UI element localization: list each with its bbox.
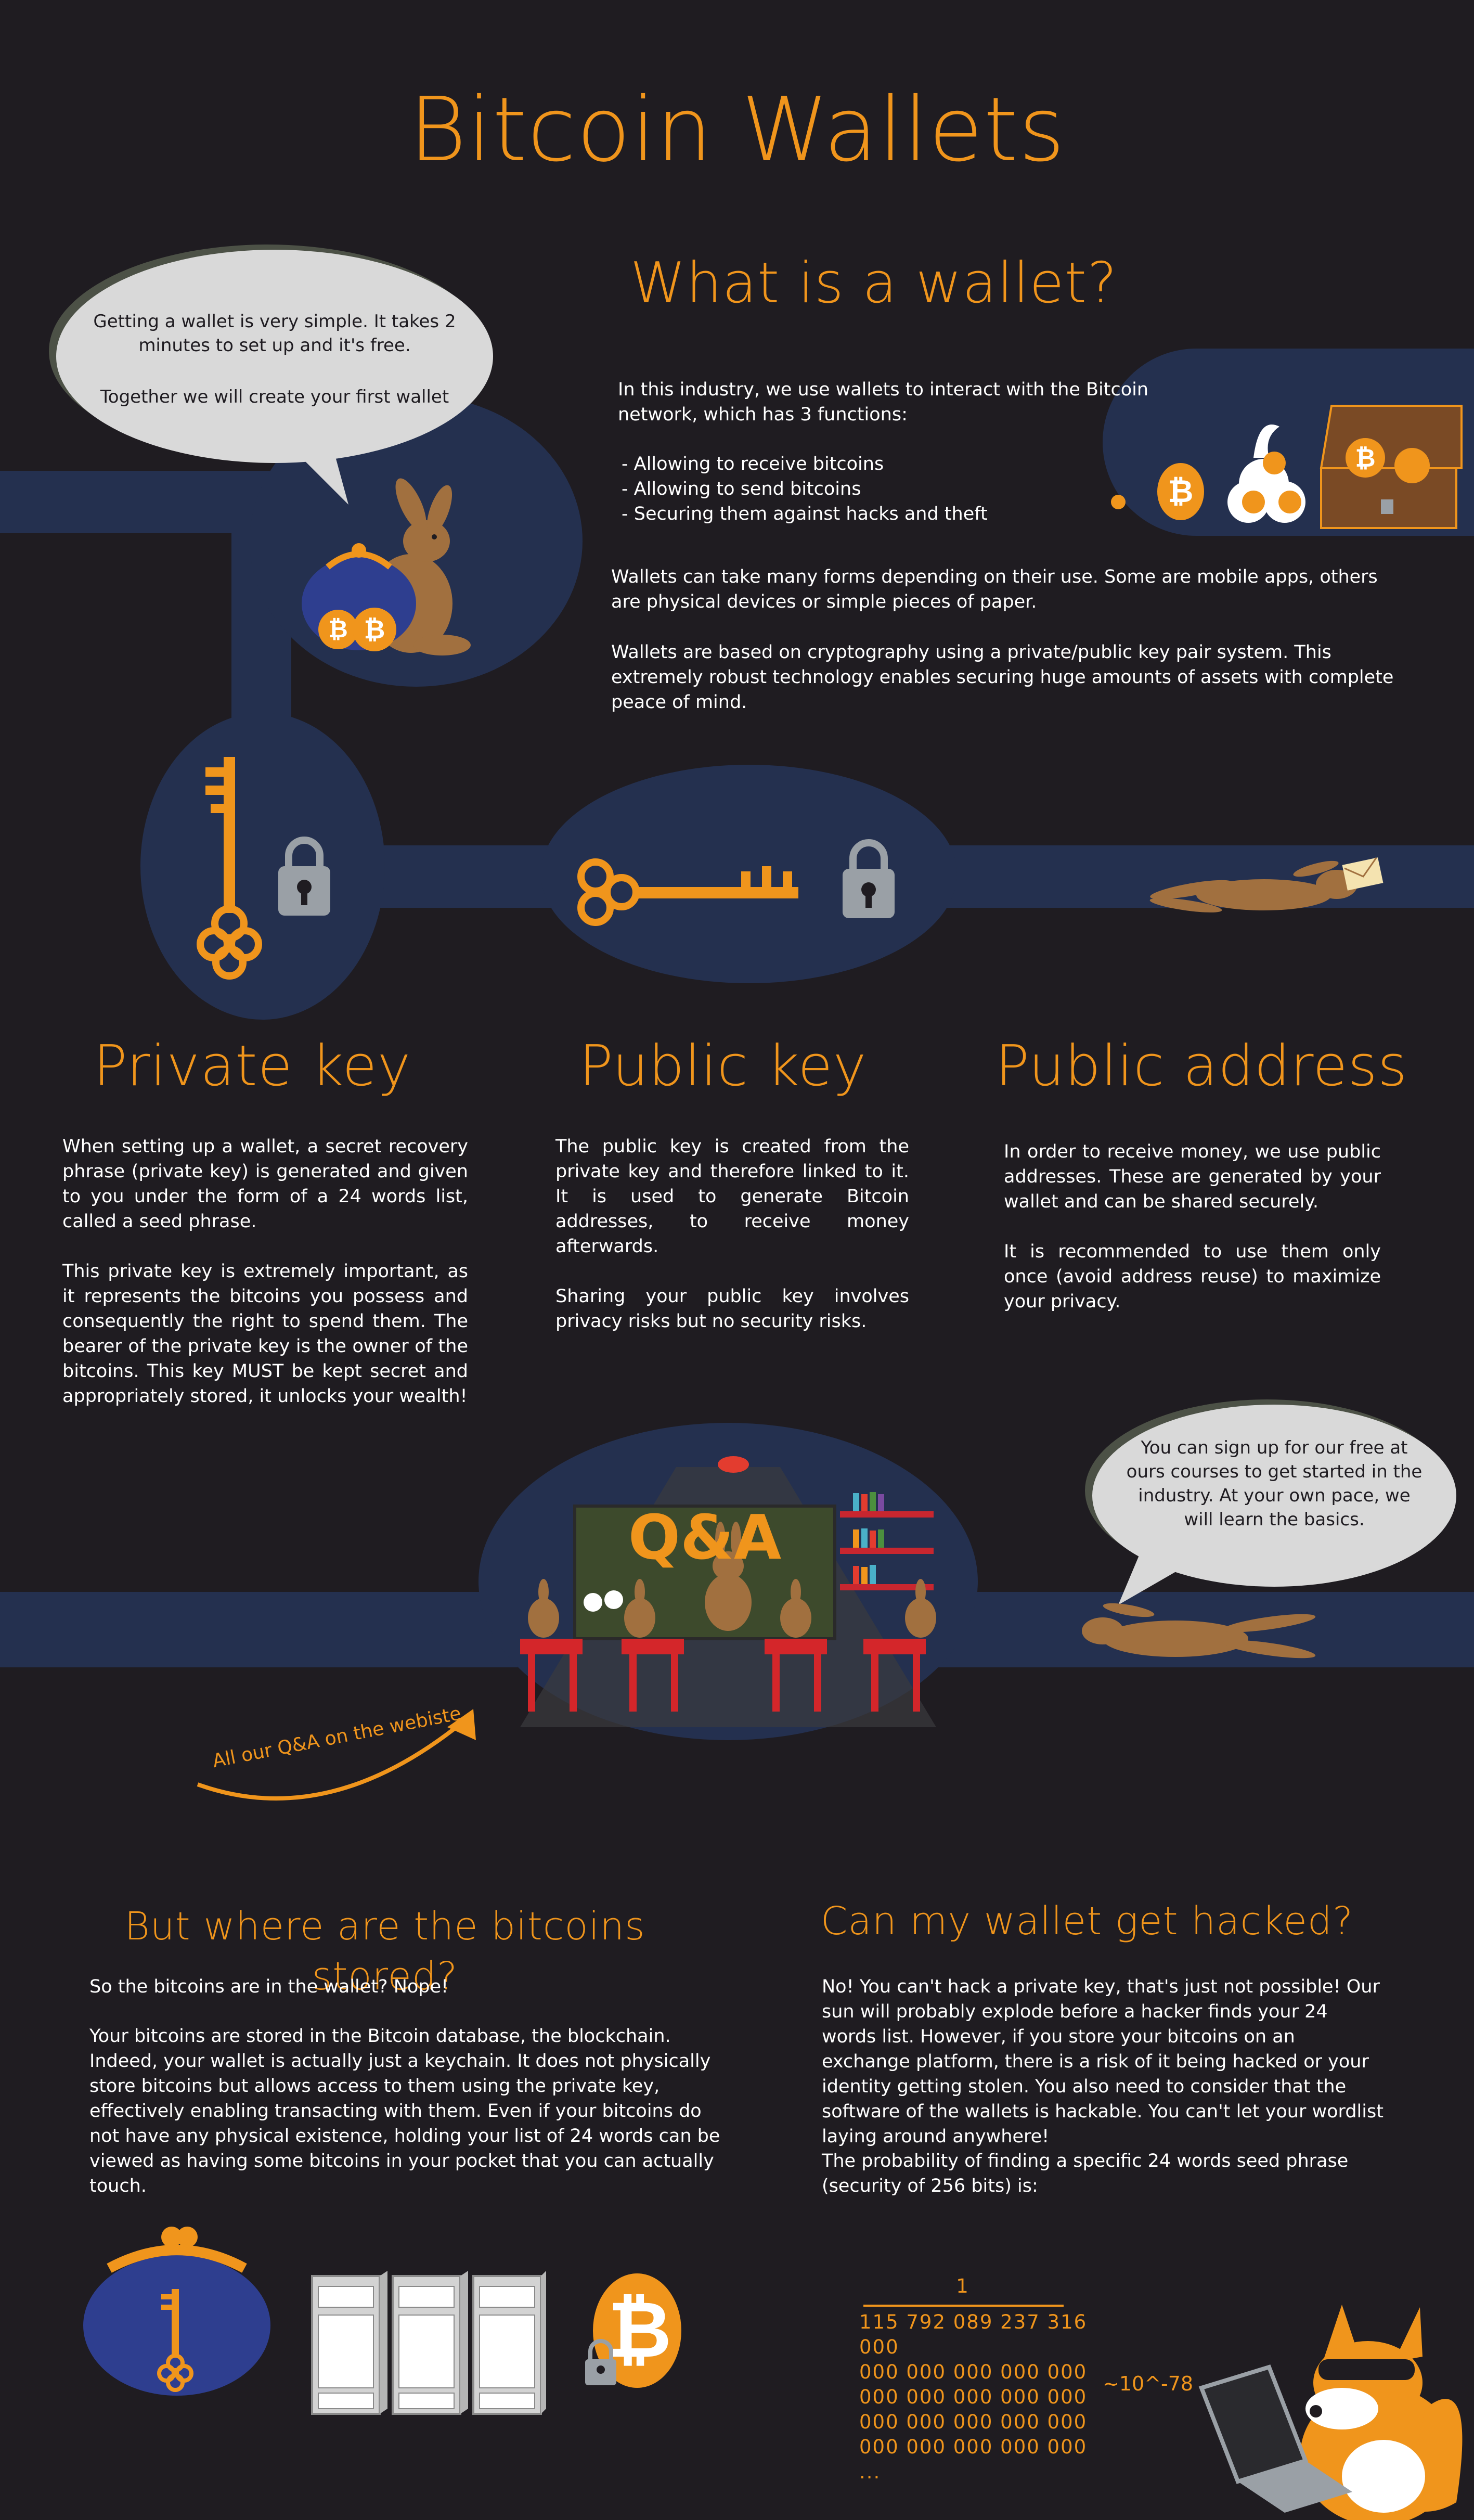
curved-arrow-icon	[197, 1709, 476, 1801]
svg-text:₿: ₿	[608, 2285, 671, 2375]
running-rabbit-icon	[1082, 1603, 1316, 1658]
speech-bubble-qa: You can sign up for our free at ours cou…	[1092, 1405, 1456, 1587]
hacked-title: Can my wallet get hacked?	[820, 1899, 1354, 1944]
svg-text:₿: ₿	[364, 614, 385, 645]
treasure-chest-icon: ₿ ₿	[1111, 405, 1463, 529]
probability-approx: ~10^-78	[1103, 2372, 1194, 2395]
purse-key-icon	[83, 2227, 270, 2396]
page-title: Bitcoin Wallets	[408, 79, 1066, 182]
public-address-para: In order to receive money, we use public…	[1004, 1141, 1381, 1212]
classroom-icon	[520, 1456, 936, 1727]
wallet-intro: In this industry, we use wallets to inte…	[618, 379, 1149, 425]
lock-icon	[843, 839, 895, 918]
wallet-function-item: - Securing them against hacks and theft	[622, 504, 988, 524]
public-key-text: The public key is created from the priva…	[555, 1134, 909, 1334]
hacked-para1: No! You can't hack a private key, that's…	[822, 1976, 1384, 2147]
denominator-row: 000 000 000 000 000	[859, 2436, 1088, 2458]
bubble-tail-icon	[291, 447, 348, 505]
public-key-icon	[577, 858, 798, 926]
fraction-line	[863, 2305, 1064, 2307]
public-address-text: In order to receive money, we use public…	[1004, 1139, 1381, 1314]
private-key-text: When setting up a wallet, a secret recov…	[62, 1134, 468, 1409]
public-key-para: The public key is created from the priva…	[555, 1136, 909, 1257]
running-rabbit-letter-icon	[1149, 857, 1384, 912]
svg-text:₿: ₿	[328, 615, 348, 643]
probability-denominator: 115 792 089 237 316 000 000 000 000 000 …	[859, 2310, 1088, 2485]
wallet-functions-list: - Allowing to receive bitcoins - Allowin…	[622, 452, 1090, 526]
stored-para2: Your bitcoins are stored in the Bitcoin …	[89, 2026, 720, 2196]
denominator-row: 000 000 000 000 000	[859, 2386, 1088, 2408]
bitcoin-egg-lock-icon: ₿	[585, 2273, 681, 2388]
public-address-title: Public address	[995, 1034, 1408, 1099]
rabbit-purse-icon: ₿ ₿	[302, 478, 471, 655]
svg-text:₿: ₿	[1355, 444, 1375, 473]
bubble-text-2: Together we will create your first walle…	[100, 387, 449, 407]
bubble-text-1: Getting a wallet is very simple. It take…	[93, 311, 456, 356]
bubble-tail-icon	[1118, 1555, 1186, 1605]
blockchain-blocks-icon	[311, 2271, 546, 2415]
public-key-title: Public key	[579, 1034, 867, 1099]
wallet-para3: Wallets are based on cryptography using …	[611, 642, 1394, 713]
public-key-para: Sharing your public key involves privacy…	[555, 1286, 909, 1332]
denominator-row: 000 000 000 000 000	[859, 2361, 1088, 2383]
qa-board-label: Q&A	[628, 1501, 782, 1573]
hacked-para2: The probability of finding a specific 24…	[822, 2151, 1349, 2196]
wallet-function-item: - Allowing to send bitcoins	[622, 479, 861, 499]
lock-icon	[278, 837, 330, 916]
denominator-row: 000 000 000 000 000	[859, 2411, 1088, 2433]
probability-numerator: 1	[956, 2275, 968, 2297]
public-address-para: It is recommended to use them only once …	[1004, 1241, 1381, 1312]
denominator-row: ...	[859, 2461, 881, 2483]
fox-hacker-icon	[1198, 2305, 1463, 2520]
private-key-icon	[197, 757, 262, 980]
wallet-para2: Wallets can take many forms depending on…	[611, 567, 1378, 612]
stored-para1: So the bitcoins are in the wallet? Nope!	[89, 1976, 449, 1997]
svg-text:₿: ₿	[1168, 473, 1194, 510]
private-key-para: When setting up a wallet, a secret recov…	[62, 1136, 468, 1232]
wallet-function-item: - Allowing to receive bitcoins	[622, 454, 884, 474]
stored-title: But where are the bitcoins stored?	[124, 1904, 645, 1999]
private-key-para: This private key is extremely important,…	[62, 1261, 468, 1407]
private-key-title: Private key	[93, 1034, 411, 1099]
bubble-qa-text: You can sign up for our free at ours cou…	[1126, 1437, 1423, 1530]
denominator-row: 115 792 089 237 316 000	[859, 2311, 1088, 2358]
speech-bubble-top: Getting a wallet is very simple. It take…	[56, 250, 493, 463]
burrow-private-key	[140, 713, 385, 1020]
wallet-section-title: What is a wallet?	[630, 251, 1118, 316]
